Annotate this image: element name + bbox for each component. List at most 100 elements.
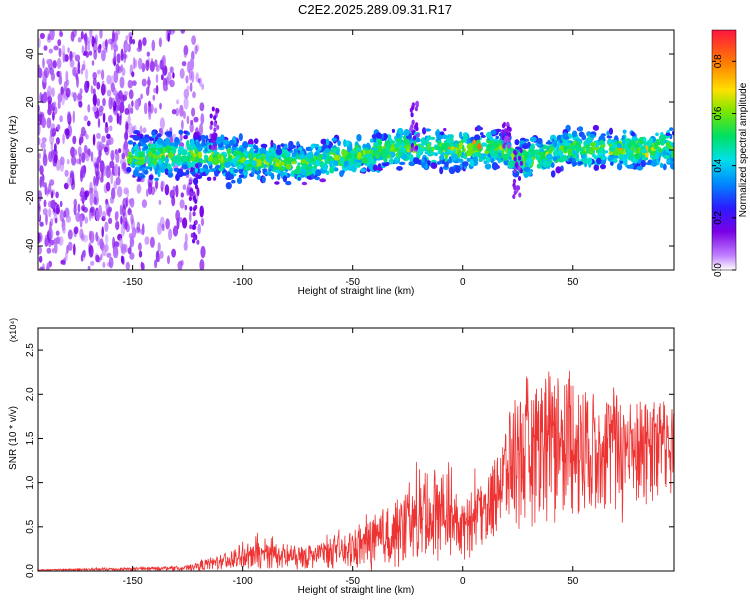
spectrogram-noise-blob	[127, 114, 131, 126]
spectrogram-noise-blob	[154, 107, 158, 114]
spectrogram-band-blob	[397, 128, 404, 135]
spectrogram-noise-blob	[67, 241, 73, 251]
spectrogram-noise-blob	[55, 191, 59, 199]
spectrogram-band-blob	[489, 136, 494, 141]
spectrogram-band-blob	[592, 124, 600, 131]
spectrogram-noise-blob	[180, 30, 186, 34]
spectrogram-noise-blob	[53, 101, 57, 107]
spectrogram-y-label: Frequency (Hz)	[8, 116, 19, 185]
spectrogram-x-tick-label: -50	[345, 277, 360, 288]
spectrogram-band-blob	[187, 161, 192, 169]
spectrogram-band-blob	[621, 135, 625, 141]
spectrogram-noise-blob	[38, 152, 41, 159]
spectrogram-noise-blob	[39, 221, 44, 227]
spectrogram-noise-blob	[40, 141, 46, 149]
spectrogram-spike-blob	[506, 137, 511, 143]
spectrogram-band-blob	[137, 173, 144, 177]
spectrogram-band-blob	[293, 148, 298, 154]
spectrogram-noise-blob	[124, 131, 129, 141]
snr-x-tick-label: -150	[123, 576, 143, 587]
spectrogram-band-blob	[174, 156, 181, 164]
spectrogram-noise-blob	[128, 32, 133, 39]
spectrogram-spike-blob	[189, 191, 193, 196]
spectrogram-band-blob	[495, 150, 499, 155]
spectrogram-band-blob	[593, 164, 600, 171]
snr-x-axis: -150 -100 -50 0 50	[123, 328, 579, 587]
spectrogram-spike-blob	[416, 132, 420, 138]
spectrogram-noise-blob	[183, 241, 188, 251]
spectrogram-band-blob	[202, 167, 206, 172]
spectrogram-band-blob	[168, 142, 176, 147]
spectrogram-band-blob	[525, 159, 531, 164]
spectrogram-band-blob	[233, 168, 239, 174]
spectrogram-noise-blob	[162, 64, 168, 76]
spectrogram-band-blob	[558, 158, 564, 163]
spectrogram-band-blob	[236, 177, 243, 184]
spectrogram-noise-blob	[64, 128, 70, 136]
spectrogram-band-blob	[262, 176, 266, 184]
spectrogram-noise-blob	[200, 245, 206, 259]
spectrogram-noise-blob	[102, 261, 106, 268]
spectrogram-noise-blob	[92, 105, 98, 113]
spectrogram-noise-blob	[88, 50, 93, 56]
spectrogram-band-blob	[339, 170, 344, 177]
spectrogram-noise-blob	[61, 44, 66, 56]
spectrogram-band-blob	[622, 129, 627, 134]
spectrogram-band-blob	[151, 131, 156, 136]
spectrogram-noise-blob	[180, 192, 184, 198]
spectrogram-band-blob	[403, 139, 410, 144]
spectrogram-noise-blob	[181, 61, 187, 67]
spectrogram-band-blob	[492, 162, 499, 171]
spectrogram-noise-blob	[148, 111, 152, 120]
spectrogram-band-blob	[274, 181, 280, 185]
spectrogram-spike-blob	[188, 196, 192, 202]
spectrogram-band-blob	[383, 133, 388, 141]
spectrogram-band-blob	[549, 146, 554, 152]
spectrogram-noise-blob	[55, 159, 61, 171]
colorbar-label: Normalized spectral amplitude	[738, 82, 749, 217]
spectrogram-band-blob	[430, 151, 436, 156]
spectrogram-noise-blob	[179, 199, 185, 209]
spectrogram-band-blob	[490, 140, 494, 145]
spectrogram-noise-blob	[85, 154, 90, 162]
snr-frame	[37, 327, 675, 572]
spectrogram-noise-blob	[54, 217, 58, 224]
spectrogram-noise-blob	[125, 35, 129, 41]
spectrogram-band-blob	[166, 131, 173, 136]
spectrogram-band-blob	[218, 167, 224, 172]
spectrogram-band-blob	[492, 141, 499, 145]
spectrogram-noise-blob	[130, 107, 134, 114]
spectrogram-band-blob	[238, 133, 243, 142]
spectrogram-noise-blob	[46, 265, 50, 270]
spectrogram-band-blob	[309, 158, 315, 162]
spectrogram-noise-blob	[85, 68, 89, 81]
spectrogram-band-blob	[131, 162, 136, 169]
spectrogram-band-blob	[251, 166, 256, 174]
spectrogram-noise-blob	[84, 216, 89, 224]
snr-y-tick-label: 2.0	[25, 387, 36, 401]
spectrogram-y-axis: -40 -20 0 20 40	[25, 48, 674, 253]
spectrogram-noise-blob	[97, 117, 101, 128]
spectrogram-band-blob	[300, 168, 307, 175]
spectrogram-spike-blob	[213, 127, 217, 133]
spectrogram-noise-blob	[53, 237, 59, 244]
spectrogram-band-blob	[194, 167, 198, 174]
spectrogram-band-blob	[225, 171, 232, 180]
spectrogram-noise-blob	[63, 257, 66, 266]
spectrogram-noise-blob	[115, 30, 121, 36]
spectrogram-noise-blob	[79, 153, 82, 166]
spectrogram-noise-blob	[95, 209, 101, 221]
spectrogram-band-blob	[128, 154, 134, 158]
spectrogram-band-blob	[251, 160, 257, 167]
spectrogram-noise-blob	[163, 84, 168, 92]
spectrogram-noise-blob	[43, 67, 50, 79]
spectrogram-noise-blob	[115, 220, 120, 231]
spectrogram-noise-blob	[141, 78, 147, 87]
spectrogram-band-blob	[273, 166, 279, 170]
spectrogram-band-blob	[669, 127, 674, 131]
spectrogram-band-blob	[318, 146, 322, 151]
spectrogram-band-blob	[663, 154, 671, 160]
spectrogram-spike-blob	[414, 145, 419, 151]
spectrogram-spike-blob	[507, 132, 512, 137]
spectrogram-noise-blob	[50, 128, 53, 138]
